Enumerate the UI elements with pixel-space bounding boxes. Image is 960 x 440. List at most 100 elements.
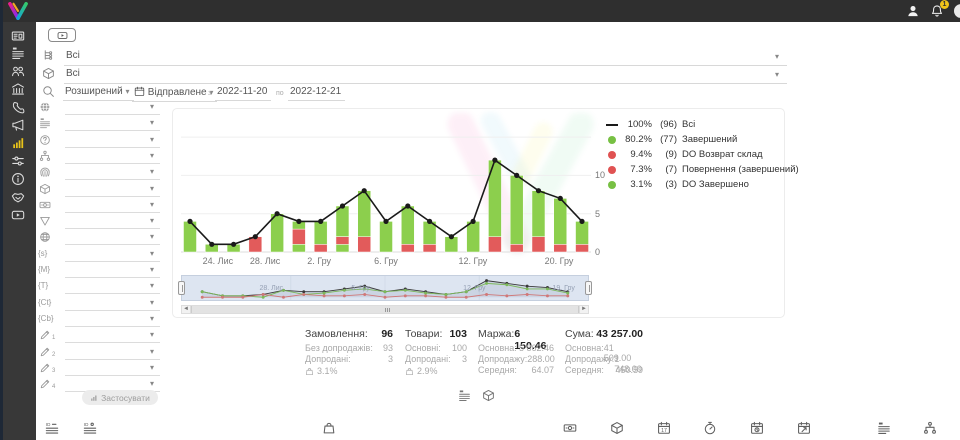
calendar-day-report-icon[interactable]: 17 bbox=[657, 421, 671, 435]
filter-mode-select[interactable]: Розширений ▾ bbox=[63, 84, 134, 102]
chevron-down-icon: ▾ bbox=[150, 362, 155, 372]
structure-report-icon[interactable] bbox=[923, 421, 937, 435]
stats-subrow: Допродажу: 1 748.00 bbox=[565, 354, 642, 374]
date-from-label: з bbox=[208, 90, 212, 97]
y-tick-label: 0 bbox=[595, 247, 601, 257]
product-filter-row[interactable]: Всі ▾ bbox=[36, 66, 787, 84]
stats-column: Замовлення: 96 Без допродажів: 93 Допродані:… bbox=[305, 328, 393, 377]
x-tick-label: 2. Гру bbox=[307, 256, 332, 266]
legend-item[interactable]: 100% (96) Всі bbox=[606, 117, 799, 132]
orders-report-icon[interactable] bbox=[877, 421, 891, 435]
svg-text:ID: ID bbox=[46, 422, 51, 427]
var-m-filter-row[interactable]: {M} ▾ bbox=[36, 263, 164, 279]
stats-column: Товари: 103 Основні: 100 Допродані: 3 2.9% bbox=[405, 328, 467, 377]
profile-avatar[interactable] bbox=[954, 4, 960, 18]
orders-icon bbox=[39, 117, 51, 129]
sidebar-item-clients-icon[interactable] bbox=[11, 64, 25, 78]
var-s-filter-row[interactable]: {s} ▾ bbox=[36, 247, 164, 263]
sidebar-item-settings-sliders-icon[interactable] bbox=[11, 154, 25, 168]
time-report-icon[interactable] bbox=[703, 421, 717, 435]
chevron-down-icon: ▾ bbox=[150, 248, 155, 258]
date-from-input[interactable]: 2022-11-20 bbox=[215, 84, 272, 102]
stats-title: Товари: 103 bbox=[405, 328, 467, 340]
calendar-shift-report-icon[interactable] bbox=[797, 421, 811, 435]
legend-line-marker bbox=[606, 123, 618, 126]
stats-column: Сума: 43 257.00 Основна: 41 509.00 Допродажу… bbox=[565, 328, 643, 376]
legend-item[interactable]: 7.3% (7) Повернення (завершений) bbox=[606, 162, 799, 177]
chevron-down-icon: ▾ bbox=[150, 313, 155, 323]
x-tick-label: 28. Лис bbox=[249, 256, 281, 266]
sidebar-item-video-guide-icon[interactable] bbox=[11, 208, 25, 222]
custom-field-3-row[interactable]: 3 ▾ bbox=[36, 361, 164, 377]
var-cb-filter-row[interactable]: {Cb} ▾ bbox=[36, 312, 164, 328]
stats-subrow: Допродані: 3 bbox=[305, 354, 393, 364]
var-t-filter-row[interactable]: {T} ▾ bbox=[36, 279, 164, 295]
bell-icon[interactable]: 1 bbox=[930, 0, 949, 18]
chart-scrollbar[interactable]: ◄ ► bbox=[181, 305, 589, 314]
ids-report-icon[interactable]: ID bbox=[45, 421, 59, 435]
legend-dot-marker bbox=[608, 150, 616, 159]
view-by-orders-toggle[interactable] bbox=[458, 389, 471, 402]
ids-status-report-icon[interactable]: ID bbox=[83, 421, 97, 435]
svg-text:ID: ID bbox=[84, 422, 89, 427]
stats-subrow: Основні: 100 bbox=[405, 343, 467, 353]
bag-icon bbox=[405, 367, 414, 376]
sidebar-item-marketing-icon[interactable] bbox=[11, 118, 25, 132]
topbar: 1 bbox=[0, 0, 960, 22]
chevron-down-icon: ▾ bbox=[150, 265, 155, 274]
x-tick-label: 6. Гру bbox=[374, 256, 398, 266]
chevron-down-icon: ▾ bbox=[150, 199, 155, 209]
stats-title: Маржа: 6 150.46 bbox=[478, 328, 547, 352]
var-s-filter-glyph: {s} bbox=[38, 248, 48, 258]
view-by-products-toggle[interactable] bbox=[482, 389, 495, 402]
date-to-input[interactable]: 2022-12-21 bbox=[288, 84, 346, 102]
video-help-button[interactable] bbox=[48, 28, 76, 42]
main-sidebar bbox=[0, 22, 36, 440]
sidebar-item-warehouse-icon[interactable] bbox=[11, 82, 25, 96]
navigator-left-handle[interactable] bbox=[178, 281, 185, 295]
user-avatar-icon[interactable] bbox=[906, 4, 920, 18]
orders-chart-plot[interactable] bbox=[173, 109, 786, 269]
chevron-down-icon: ▾ bbox=[150, 118, 155, 128]
sidebar-item-partners-icon[interactable] bbox=[11, 190, 25, 204]
sidebar-item-info-icon[interactable] bbox=[11, 172, 25, 186]
source-filter-row[interactable]: ▾ bbox=[36, 116, 164, 132]
globe-filter-row[interactable]: ▾ bbox=[36, 100, 164, 116]
navigator-series bbox=[200, 276, 570, 300]
status-filter-row[interactable]: Всі ▾ bbox=[36, 48, 787, 66]
date-type-select[interactable]: Відправлене ▾ bbox=[132, 84, 218, 102]
sidebar-item-analytics-icon[interactable] bbox=[11, 136, 25, 150]
scroll-left-arrow[interactable]: ◄ bbox=[182, 306, 191, 313]
product-filter-row[interactable]: ▾ bbox=[36, 182, 164, 198]
legend-item[interactable]: 3.1% (3) DO Завершено bbox=[606, 177, 799, 192]
apply-button[interactable]: Застосувати bbox=[82, 390, 158, 405]
chart-navigator[interactable]: 28. Лис 5. Гру 12. Гру 19. Гру bbox=[181, 275, 589, 301]
x-tick-label: 12. Гру bbox=[458, 256, 488, 266]
sidebar-item-orders-list-icon[interactable] bbox=[11, 46, 25, 60]
calendar-time-report-icon[interactable] bbox=[750, 421, 764, 435]
legend-item[interactable]: 9.4% (9) DO Возврат склад bbox=[606, 147, 799, 162]
chevron-down-icon: ▾ bbox=[774, 52, 779, 61]
legend-item[interactable]: 80.2% (77) Завершений bbox=[606, 132, 799, 147]
country-filter-row[interactable]: ▾ bbox=[36, 230, 164, 246]
sidebar-item-overview-cards-icon[interactable] bbox=[11, 29, 25, 43]
pencil-icon: 2 bbox=[39, 346, 55, 358]
funnel-filter-row[interactable]: ▾ bbox=[36, 214, 164, 230]
navigator-right-handle[interactable] bbox=[585, 281, 592, 295]
payment-filter-row[interactable]: ▾ bbox=[36, 198, 164, 214]
basket-report-icon[interactable] bbox=[322, 421, 336, 435]
var-ct-filter-row[interactable]: {Ct} ▾ bbox=[36, 296, 164, 312]
scrollbar-thumb[interactable] bbox=[191, 306, 579, 313]
scroll-right-arrow[interactable]: ► bbox=[579, 306, 588, 313]
stats-subrow: Допродані: 3 bbox=[405, 354, 467, 364]
question-filter-row[interactable]: ▾ bbox=[36, 133, 164, 149]
structure-filter-row[interactable]: ▾ bbox=[36, 149, 164, 165]
custom-field-2-row[interactable]: 2 ▾ bbox=[36, 345, 164, 361]
payments-report-icon[interactable] bbox=[563, 421, 577, 435]
bag-icon bbox=[305, 367, 314, 376]
id-filter-row[interactable]: ▾ bbox=[36, 165, 164, 181]
custom-field-1-row[interactable]: 1 ▾ bbox=[36, 328, 164, 344]
notification-badge: 1 bbox=[940, 0, 949, 9]
sidebar-item-calls-icon[interactable] bbox=[11, 100, 25, 114]
products-report-icon[interactable] bbox=[610, 421, 624, 435]
